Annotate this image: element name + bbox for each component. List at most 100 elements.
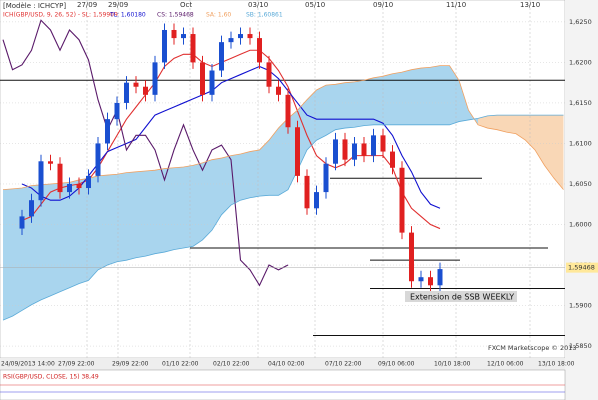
candle-body xyxy=(342,139,348,160)
cloud-segment xyxy=(98,175,108,270)
cloud-segment xyxy=(506,115,516,134)
candle-body xyxy=(323,163,329,193)
cloud-segment xyxy=(364,77,374,126)
y-tick-label: 1,6100 xyxy=(569,139,592,147)
cloud-segment xyxy=(126,171,136,261)
cloud-segment xyxy=(212,158,222,231)
candle-body xyxy=(285,94,291,128)
indicator-line xyxy=(21,65,441,209)
cloud-segment xyxy=(383,73,393,125)
cloud-segment xyxy=(373,76,383,125)
candles xyxy=(19,23,443,292)
candle-body xyxy=(190,34,196,63)
candle-body xyxy=(333,139,338,164)
candle-body xyxy=(257,38,262,63)
candle-body xyxy=(352,143,357,160)
candle-body xyxy=(38,161,44,201)
cloud-segment xyxy=(478,115,488,129)
cloud-segment xyxy=(193,162,203,247)
cloud-segment xyxy=(544,115,554,179)
candle-body xyxy=(29,200,34,217)
candle-body xyxy=(124,82,129,103)
cloud-segment xyxy=(421,67,431,125)
y-tick-label: 1,6000 xyxy=(569,221,592,229)
model-label: [Modèle : ICHCYP] xyxy=(3,2,66,10)
annotation-box xyxy=(405,291,517,302)
y-tick-label: 1,6250 xyxy=(569,18,592,26)
cloud-segment xyxy=(459,80,469,122)
cloud-segment xyxy=(411,68,421,125)
candle-body xyxy=(67,183,72,193)
cloud-segment xyxy=(183,165,193,249)
candle-body xyxy=(304,175,310,209)
cloud-segment xyxy=(231,153,241,206)
bottom-date-label: 01/10 22:00 xyxy=(162,361,199,368)
candle-body xyxy=(266,62,272,87)
candle-body xyxy=(228,38,234,43)
top-date-label: 05/10 xyxy=(305,1,325,9)
candle-body xyxy=(238,34,243,39)
legend-entry: CS: 1,59468 xyxy=(157,12,194,19)
cloud-segment xyxy=(430,65,440,125)
y-tick-label: 1,6050 xyxy=(569,180,592,188)
candle-body xyxy=(209,70,215,95)
grid xyxy=(0,0,565,358)
candle-body xyxy=(428,277,433,286)
top-date-label: 29/09 xyxy=(108,1,128,9)
bottom-date-label: 13/10 18:00 xyxy=(538,361,575,368)
candle-body xyxy=(409,232,414,282)
cloud-segment xyxy=(60,182,70,292)
current-price-box xyxy=(566,262,598,273)
cloud xyxy=(3,65,564,321)
cloud-segment xyxy=(79,178,89,284)
candle-body xyxy=(219,42,224,71)
candle-body xyxy=(133,82,139,87)
candle-body xyxy=(200,62,205,95)
bottom-date-label: 09/10 06:00 xyxy=(378,361,415,368)
candle-body xyxy=(276,86,281,95)
cloud-segment xyxy=(487,115,497,130)
candle-body xyxy=(380,135,386,152)
cloud-segment xyxy=(392,72,402,125)
indicator-line xyxy=(2,19,289,287)
cloud-segment xyxy=(174,166,184,250)
top-date-label: 11/10 xyxy=(446,1,466,9)
legend-entry: TL: 1,60180 xyxy=(109,12,146,19)
indicator-lines xyxy=(0,19,565,337)
labels: 27/09 29/09 Oct 03/10 05/10 09/10 11/10 13/10 24… xyxy=(1,1,598,368)
indicator-line xyxy=(2,65,564,191)
lower-panel-label: RSI(GBP/USD, CLOSE, 15) 38,49 xyxy=(3,374,99,381)
cloud-segment xyxy=(402,69,412,125)
candle-body xyxy=(295,127,300,176)
cloud-segment xyxy=(145,170,155,257)
cloud-segment xyxy=(497,115,507,133)
legend-entry: SB: 1,60861 xyxy=(246,12,283,19)
candle-body xyxy=(95,143,101,176)
cloud-segment xyxy=(535,115,545,166)
bottom-date-label: 24/09/2013 14:00 xyxy=(1,361,55,368)
legend-entry: SA: 1,60 xyxy=(206,12,231,19)
cloud-segment xyxy=(117,172,127,262)
cloud-segment xyxy=(554,115,564,190)
cloud-segment xyxy=(354,80,364,128)
cloud-segment xyxy=(307,89,317,150)
price-axis xyxy=(565,0,598,400)
top-date-label: 27/09 xyxy=(77,1,97,9)
candle-body xyxy=(86,175,91,189)
cloud-segment xyxy=(69,179,79,288)
candle-body xyxy=(418,277,424,282)
y-tick-label: 1,5850 xyxy=(569,342,592,350)
time-axis xyxy=(0,358,565,370)
cloud-segment xyxy=(202,159,212,240)
cloud-segment xyxy=(41,183,51,300)
candle-body xyxy=(114,102,120,120)
top-date-label: 03/10 xyxy=(248,1,268,9)
bottom-date-label: 12/10 06:00 xyxy=(487,361,524,368)
bottom-date-label: 02/10 22:00 xyxy=(213,361,250,368)
candle-body xyxy=(105,119,110,144)
cloud-segment xyxy=(3,188,13,321)
candle-body xyxy=(371,135,376,156)
cloud-segment xyxy=(107,174,117,266)
cloud-segment xyxy=(440,65,450,125)
watermark: FXCM Marketscope © 2013 xyxy=(488,344,577,352)
